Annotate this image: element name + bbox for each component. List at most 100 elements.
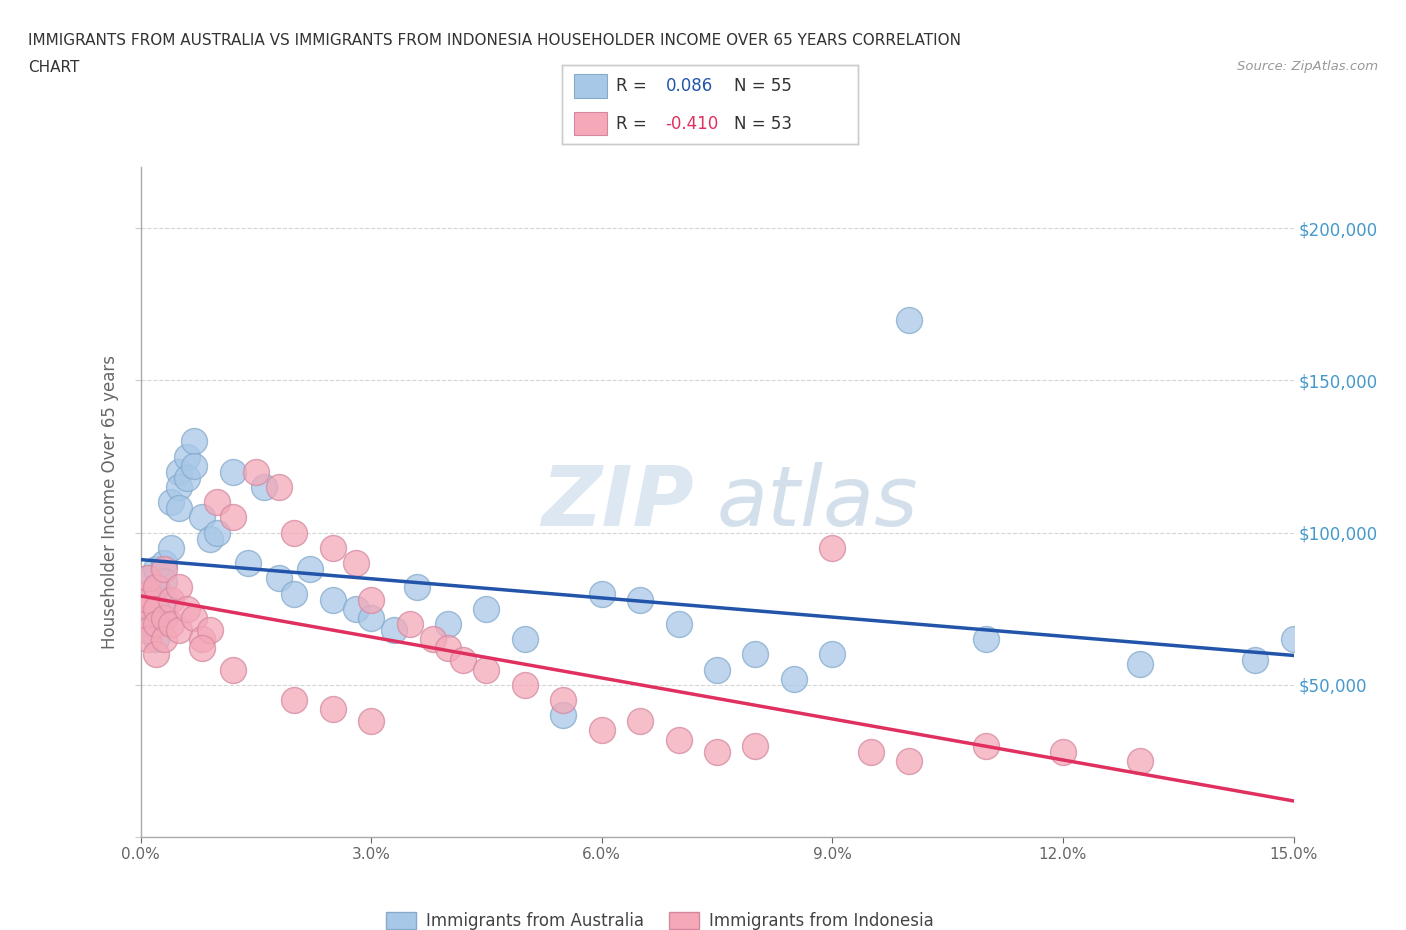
Point (360, 714, 382, 729)
Point (145, 647, 167, 662)
Point (222, 464, 245, 479)
Point (176, 471, 198, 485)
Point (974, 631, 997, 646)
Point (176, 449, 198, 464)
Point (222, 662, 245, 677)
Point (406, 580, 429, 595)
Point (422, 631, 444, 646)
Point (1244, 653, 1267, 668)
Point (191, 631, 214, 646)
Point (360, 592, 382, 607)
Point (145, 610, 167, 625)
Point (437, 617, 460, 631)
Point (344, 555, 367, 570)
Point (475, 662, 498, 677)
Point (167, 622, 190, 637)
Point (252, 480, 274, 495)
Point (198, 531, 221, 546)
Point (136, 602, 159, 617)
Point (267, 480, 290, 495)
Point (167, 580, 190, 595)
Point (513, 631, 536, 646)
Point (1052, 744, 1074, 759)
Point (859, 744, 882, 759)
Point (167, 480, 190, 495)
Point (152, 574, 174, 589)
Point (167, 464, 190, 479)
Point (322, 592, 344, 607)
Text: IMMIGRANTS FROM AUSTRALIA VS IMMIGRANTS FROM INDONESIA HOUSEHOLDER INCOME OVER 6: IMMIGRANTS FROM AUSTRALIA VS IMMIGRANTS … (28, 33, 962, 47)
Point (398, 617, 420, 631)
Point (591, 586, 613, 601)
Text: -0.410: -0.410 (666, 114, 718, 133)
Point (136, 610, 159, 625)
Text: CHART: CHART (28, 60, 80, 75)
Point (360, 610, 382, 625)
Point (183, 434, 205, 449)
Point (160, 617, 183, 631)
Point (145, 602, 167, 617)
Point (183, 610, 205, 625)
Text: atlas: atlas (717, 461, 918, 543)
FancyBboxPatch shape (574, 73, 607, 98)
Point (245, 464, 267, 479)
Point (298, 562, 321, 577)
Text: N = 55: N = 55 (734, 76, 792, 95)
Point (821, 540, 844, 555)
Text: N = 53: N = 53 (734, 114, 792, 133)
Point (783, 671, 806, 686)
FancyBboxPatch shape (574, 112, 607, 136)
Point (668, 617, 690, 631)
Text: R =: R = (616, 76, 651, 95)
Point (207, 495, 229, 510)
Point (437, 641, 460, 656)
Point (898, 312, 921, 327)
Point (191, 510, 214, 525)
Text: Source: ZipAtlas.com: Source: ZipAtlas.com (1237, 60, 1378, 73)
Point (145, 580, 167, 595)
Point (706, 744, 728, 759)
Point (191, 641, 214, 656)
Point (136, 592, 159, 607)
Point (553, 693, 575, 708)
Point (283, 586, 305, 601)
Point (322, 702, 344, 717)
Point (136, 598, 159, 613)
Point (183, 458, 205, 473)
Point (744, 738, 766, 753)
Point (283, 525, 305, 540)
Point (152, 610, 174, 625)
Point (136, 571, 159, 586)
Point (668, 732, 690, 747)
Point (267, 571, 290, 586)
Point (1129, 753, 1152, 768)
Point (152, 610, 174, 625)
Point (136, 586, 159, 601)
Point (176, 602, 198, 617)
Point (136, 631, 159, 646)
Point (145, 631, 167, 646)
Point (322, 540, 344, 555)
Point (136, 622, 159, 637)
Point (974, 738, 997, 753)
Text: R =: R = (616, 114, 651, 133)
Point (591, 723, 613, 737)
Point (628, 592, 651, 607)
Point (152, 555, 174, 570)
Point (136, 622, 159, 637)
Point (207, 525, 229, 540)
Y-axis label: Householder Income Over 65 years: Householder Income Over 65 years (101, 355, 120, 649)
Point (628, 714, 651, 729)
Point (160, 540, 183, 555)
Point (136, 617, 159, 631)
Point (198, 622, 221, 637)
Point (222, 510, 245, 525)
Point (160, 592, 183, 607)
Point (167, 501, 190, 516)
Point (453, 653, 475, 668)
Point (382, 622, 405, 637)
Point (344, 602, 367, 617)
Point (160, 495, 183, 510)
Point (152, 592, 174, 607)
Point (145, 617, 167, 631)
